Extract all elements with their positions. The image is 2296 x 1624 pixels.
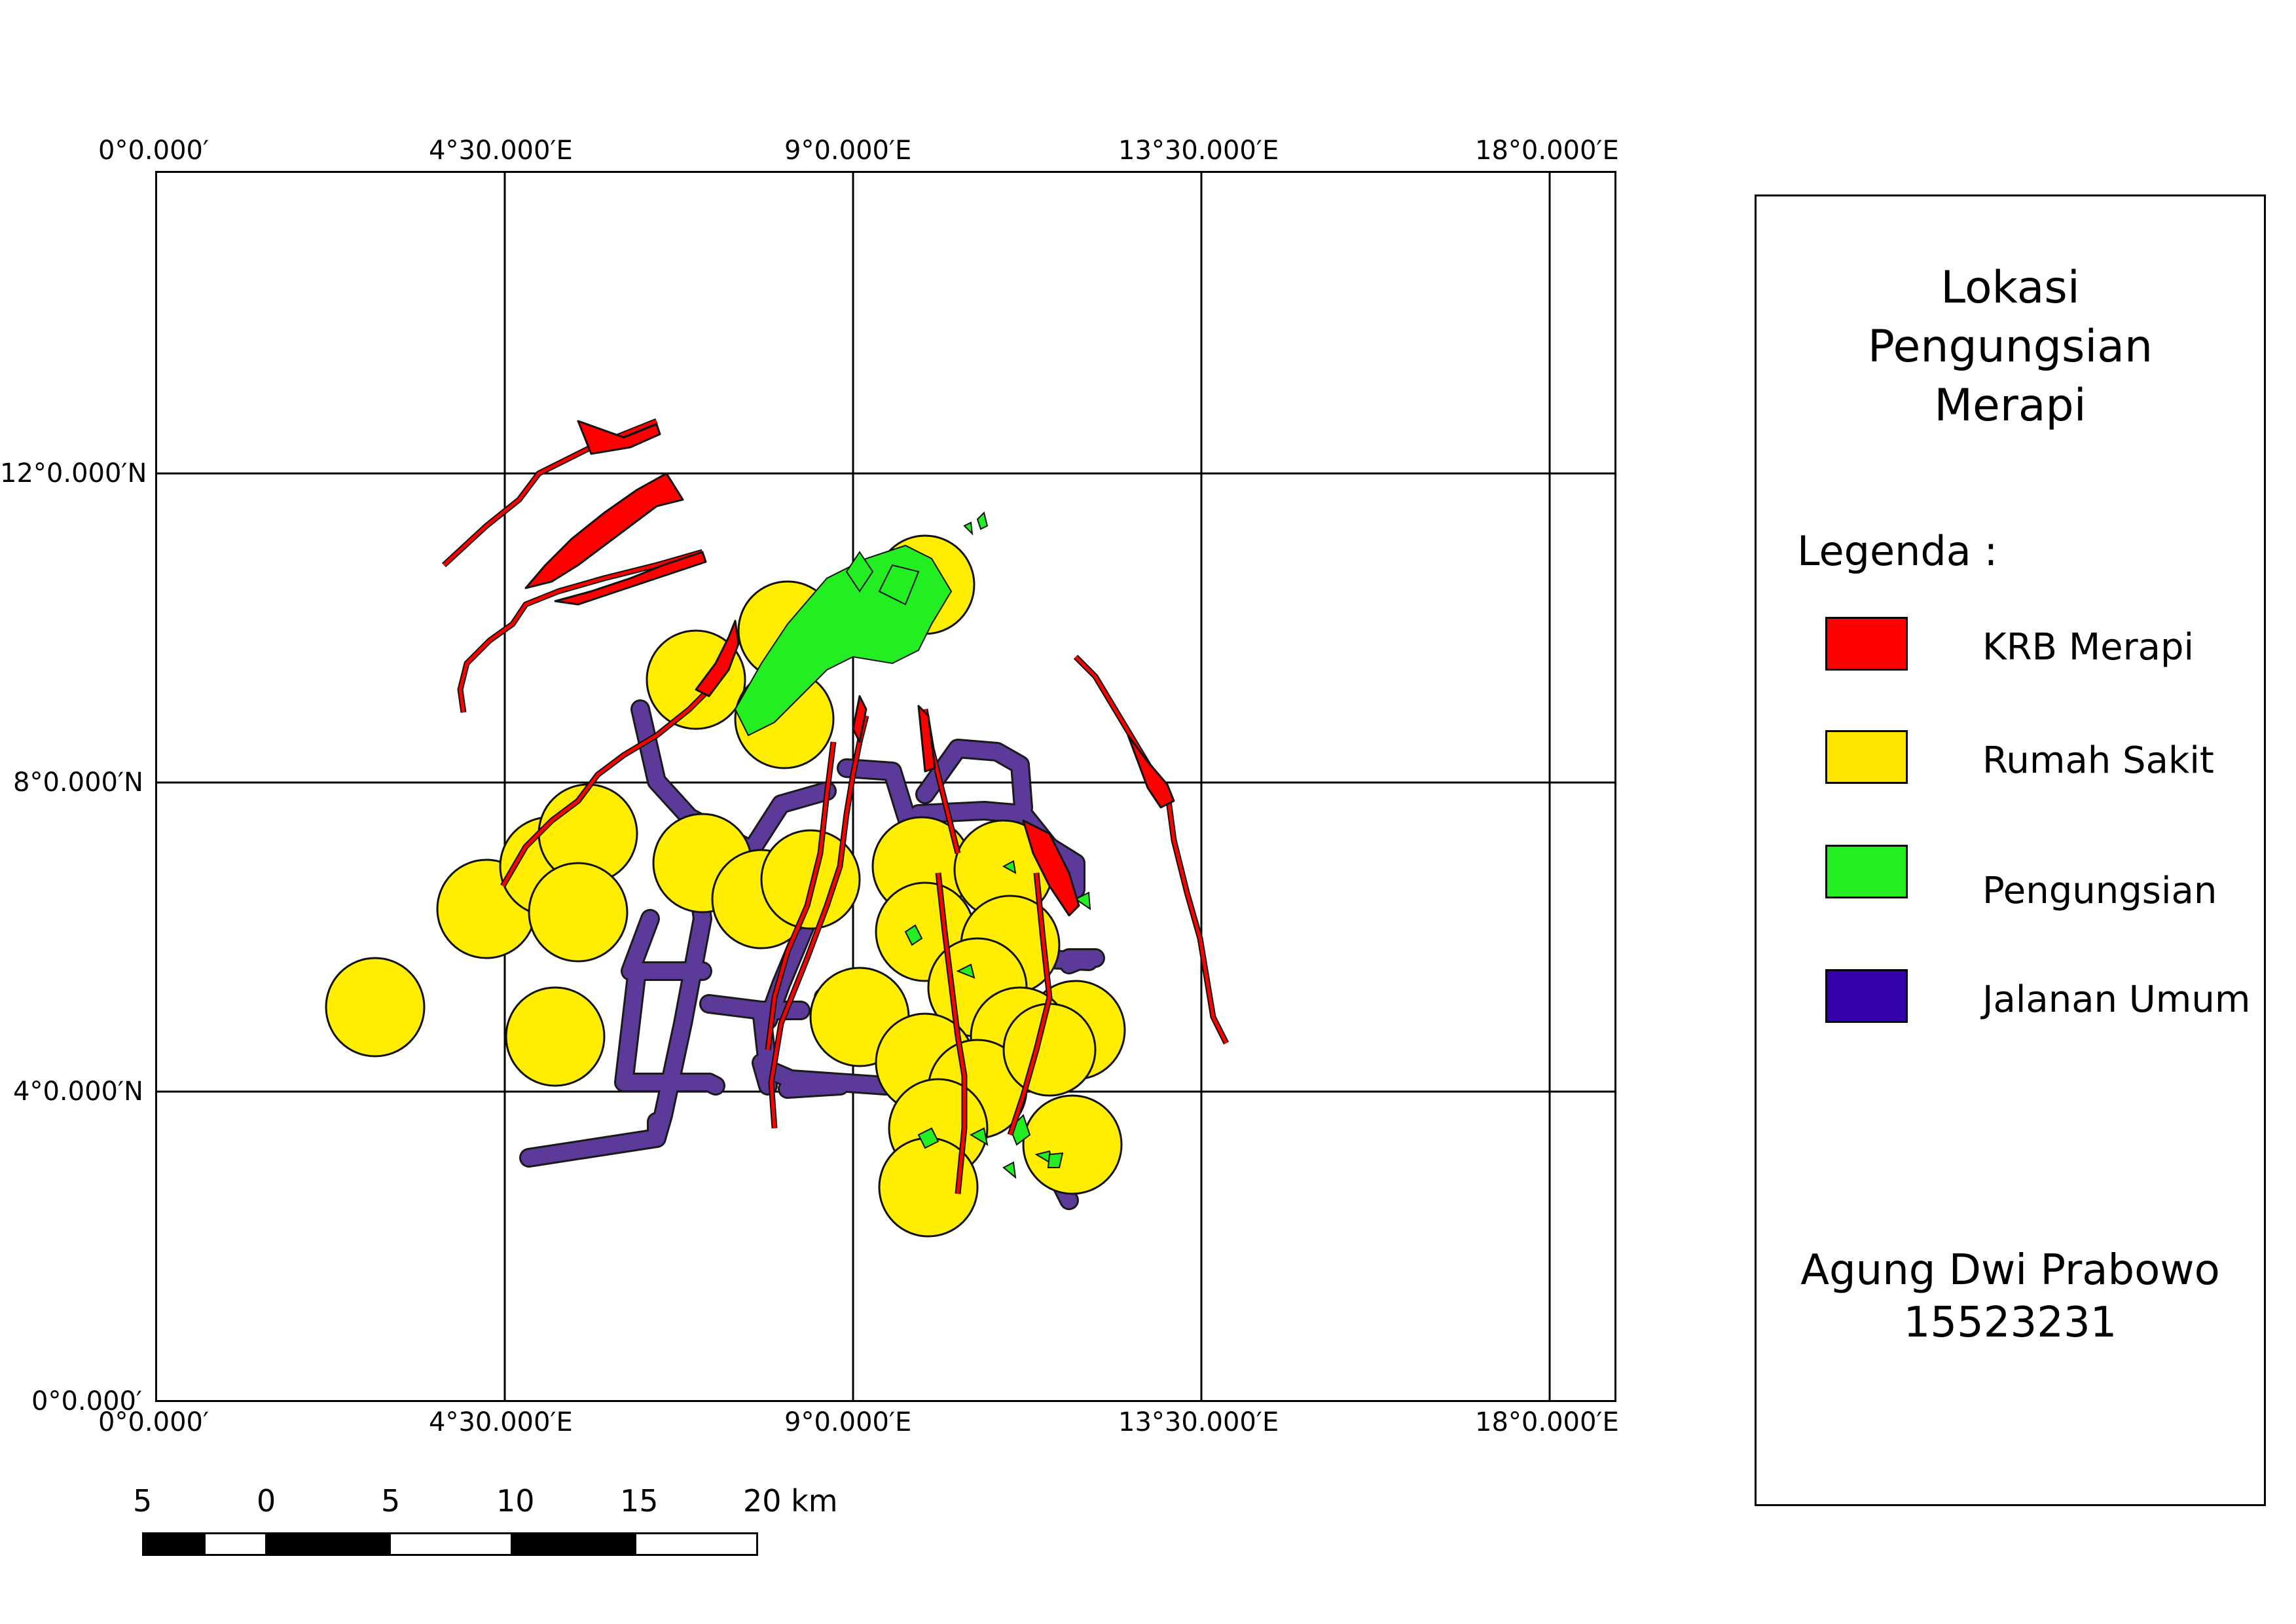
refugee-area — [845, 551, 874, 593]
legend-label: KRB Merapi — [1982, 626, 2195, 669]
top-lon-label: 13°30.000′E — [1118, 136, 1279, 166]
scale-label: 20 km — [743, 1483, 838, 1519]
legend-label: Jalanan Umum — [1982, 978, 2251, 1021]
legend-item-hospital: Rumah Sakit — [1825, 730, 2257, 789]
legend-label: Pengungsian — [1982, 870, 2217, 912]
legend-swatch-hospital — [1825, 730, 1908, 784]
bottom-lon-label: 18°0.000′E — [1475, 1407, 1619, 1437]
scale-label: 5 — [381, 1483, 401, 1519]
legend-title: Lokasi Pengungsian Merapi — [1757, 259, 2264, 435]
graticule — [157, 173, 1614, 1400]
legend-title-line: Merapi — [1934, 380, 2086, 432]
refugee-area — [969, 1127, 989, 1147]
scale-label: 5 — [133, 1483, 153, 1519]
bottom-lon-label: 4°30.000′E — [429, 1407, 573, 1437]
refugee-area — [1002, 1161, 1017, 1179]
hospital-buffer — [325, 957, 426, 1058]
krb-layer — [441, 418, 1230, 1194]
bottom-lon-label: 13°30.000′E — [1118, 1407, 1279, 1437]
refugee-area — [1047, 1152, 1064, 1168]
refugee-area — [917, 1127, 939, 1149]
author-id: 15523231 — [1903, 1299, 2117, 1347]
krb-zone — [577, 420, 661, 455]
lat-label: 4°0.000′N — [13, 1077, 143, 1107]
hospital-buffer — [760, 829, 861, 930]
krb-zone — [1127, 734, 1175, 809]
scale-segment — [389, 1532, 513, 1556]
krb-zone — [695, 619, 740, 697]
hospital-buffer — [528, 862, 629, 963]
scale-segment — [142, 1532, 206, 1556]
refugee-area — [956, 963, 975, 979]
krb-zone — [554, 551, 707, 606]
refugee-area — [1009, 1114, 1031, 1146]
scale-segment — [265, 1532, 391, 1556]
refugee-layer — [734, 511, 1091, 1179]
refugee-area — [976, 511, 989, 530]
map-frame — [155, 171, 1616, 1402]
map-canvas[interactable] — [157, 173, 1614, 1400]
scale-segment — [204, 1532, 267, 1556]
refugee-area — [1002, 860, 1017, 874]
legend-item-krb: KRB Merapi — [1825, 617, 2257, 676]
refugee-area — [963, 521, 974, 536]
legend-item-refugee: Pengungsian — [1825, 845, 2257, 912]
lat-label: 12°0.000′N — [0, 458, 147, 489]
top-lon-label: 4°30.000′E — [429, 136, 573, 166]
author-name: Agung Dwi Prabowo — [1800, 1246, 2220, 1295]
legend-heading: Legenda : — [1797, 527, 1998, 575]
scale-segment — [511, 1532, 636, 1556]
scale-segment — [634, 1532, 758, 1556]
legend-title-line: Lokasi — [1941, 262, 2080, 314]
legend-swatch-refugee — [1825, 845, 1908, 898]
bottom-lon-label: 0°0.000′ — [98, 1407, 210, 1437]
legend-panel: Lokasi Pengungsian Merapi Legenda : KRB … — [1755, 194, 2266, 1506]
bottom-lon-label: 9°0.000′E — [784, 1407, 912, 1437]
refugee-area — [1074, 891, 1091, 911]
lat-label: 0°0.000′ — [31, 1386, 143, 1416]
scale-label: 10 — [496, 1483, 535, 1519]
legend-title-line: Pengungsian — [1867, 321, 2153, 373]
legend-swatch-krb — [1825, 617, 1908, 671]
scale-label: 0 — [257, 1483, 276, 1519]
legend-item-road: Jalanan Umum — [1825, 969, 2257, 1028]
scale-label: 15 — [620, 1483, 659, 1519]
krb-zone — [524, 472, 684, 589]
krb-zone — [852, 695, 867, 743]
top-lon-label: 9°0.000′E — [784, 136, 912, 166]
top-lon-label: 0°0.000′ — [98, 136, 210, 166]
krb-zone — [1022, 819, 1080, 917]
legend-label: Rumah Sakit — [1982, 739, 2214, 782]
hospital-buffer — [1002, 1003, 1097, 1097]
top-lon-label: 18°0.000′E — [1475, 136, 1619, 166]
legend-swatch-road — [1825, 969, 1908, 1023]
krb-zone — [917, 705, 936, 773]
hospital-buffer — [505, 986, 606, 1087]
refugee-area — [904, 924, 923, 946]
hospital-layer — [325, 534, 1126, 1238]
author-block: Agung Dwi Prabowo 15523231 — [1757, 1244, 2264, 1349]
refugee-area — [878, 564, 920, 606]
hospital-buffer — [1022, 1094, 1123, 1195]
lat-label: 8°0.000′N — [13, 767, 143, 798]
